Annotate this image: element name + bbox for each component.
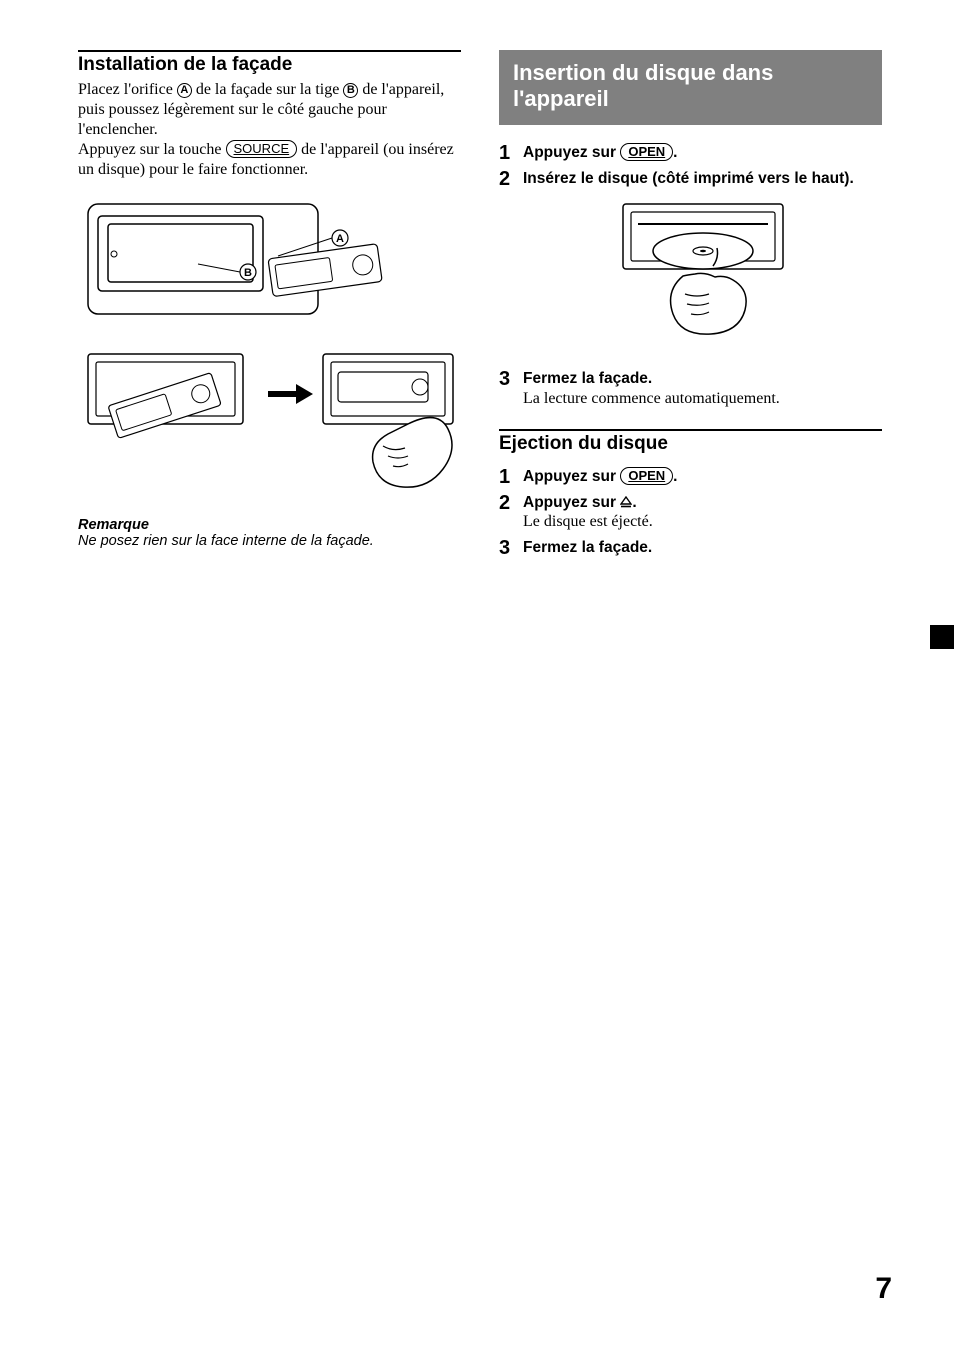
step-number: 1 [499,467,515,487]
step-3-plain: La lecture commence automatiquement. [523,389,882,409]
note-heading: Remarque [78,517,461,533]
source-key-icon: SOURCE [226,140,298,158]
eject-step-1: 1 Appuyez sur OPEN. [499,467,882,487]
install-figure: A B [78,194,458,494]
two-column-layout: Installation de la façade Placez l'orifi… [78,50,882,564]
page-number: 7 [875,1272,892,1306]
step-number: 2 [499,169,515,189]
open-key-icon: OPEN [620,143,673,161]
circled-a-icon: A [177,83,192,98]
step-number: 1 [499,143,515,163]
eject-steps: 1 Appuyez sur OPEN. 2 Appuyez sur . Le d… [499,467,882,558]
step-1: 1 Appuyez sur OPEN. [499,143,882,163]
step-3-bold: Fermez la façade. [523,369,882,388]
circled-b-icon: B [343,83,358,98]
eject-step-2: 2 Appuyez sur . Le disque est éjecté. [499,493,882,532]
text: . [632,494,636,511]
eject-icon [620,496,632,508]
step-number: 2 [499,493,515,513]
note-body: Ne posez rien sur la face interne de la … [78,533,461,550]
text: de la façade sur la tige [192,81,343,98]
section-rule [78,50,461,52]
step-3: 3 Fermez la façade. La lecture commence … [499,369,882,408]
step-1-text: Appuyez sur OPEN. [523,143,882,162]
banner-line2: l'appareil [513,86,609,111]
eject-step-3-text: Fermez la façade. [523,538,882,557]
text: Appuyez sur [523,468,620,485]
text: . [673,468,677,485]
page-edge-tab [930,625,954,649]
text: Appuyez sur la touche [78,141,226,158]
left-paragraph-2: Appuyez sur la touche SOURCE de l'appare… [78,140,461,180]
svg-text:B: B [244,267,252,279]
step-number: 3 [499,538,515,558]
step-2: 2 Insérez le disque (côté imprimé vers l… [499,169,882,363]
text: Appuyez sur [523,144,620,161]
left-heading: Installation de la façade [78,54,461,76]
eject-step-1-text: Appuyez sur OPEN. [523,467,882,486]
text: Placez l'orifice [78,81,177,98]
eject-step-2-plain: Le disque est éjecté. [523,512,882,532]
section-rule [499,429,882,431]
open-key-icon: OPEN [620,467,673,485]
step-2-text: Insérez le disque (côté imprimé vers le … [523,169,882,188]
eject-heading: Ejection du disque [499,433,882,455]
banner-line1: Insertion du disque dans [513,60,773,85]
step-number: 3 [499,369,515,389]
text: . [673,144,677,161]
eject-step-2-bold: Appuyez sur . [523,493,882,512]
disc-insert-figure [613,196,793,336]
left-paragraph-1: Placez l'orifice A de la façade sur la t… [78,80,461,140]
text: Appuyez sur [523,494,620,511]
eject-step-3: 3 Fermez la façade. [499,538,882,558]
insert-steps: 1 Appuyez sur OPEN. 2 Insérez le disque … [499,143,882,409]
svg-text:A: A [336,233,344,245]
right-column: Insertion du disque dans l'appareil 1 Ap… [499,50,882,564]
left-column: Installation de la façade Placez l'orifi… [78,50,461,564]
section-banner: Insertion du disque dans l'appareil [499,50,882,125]
